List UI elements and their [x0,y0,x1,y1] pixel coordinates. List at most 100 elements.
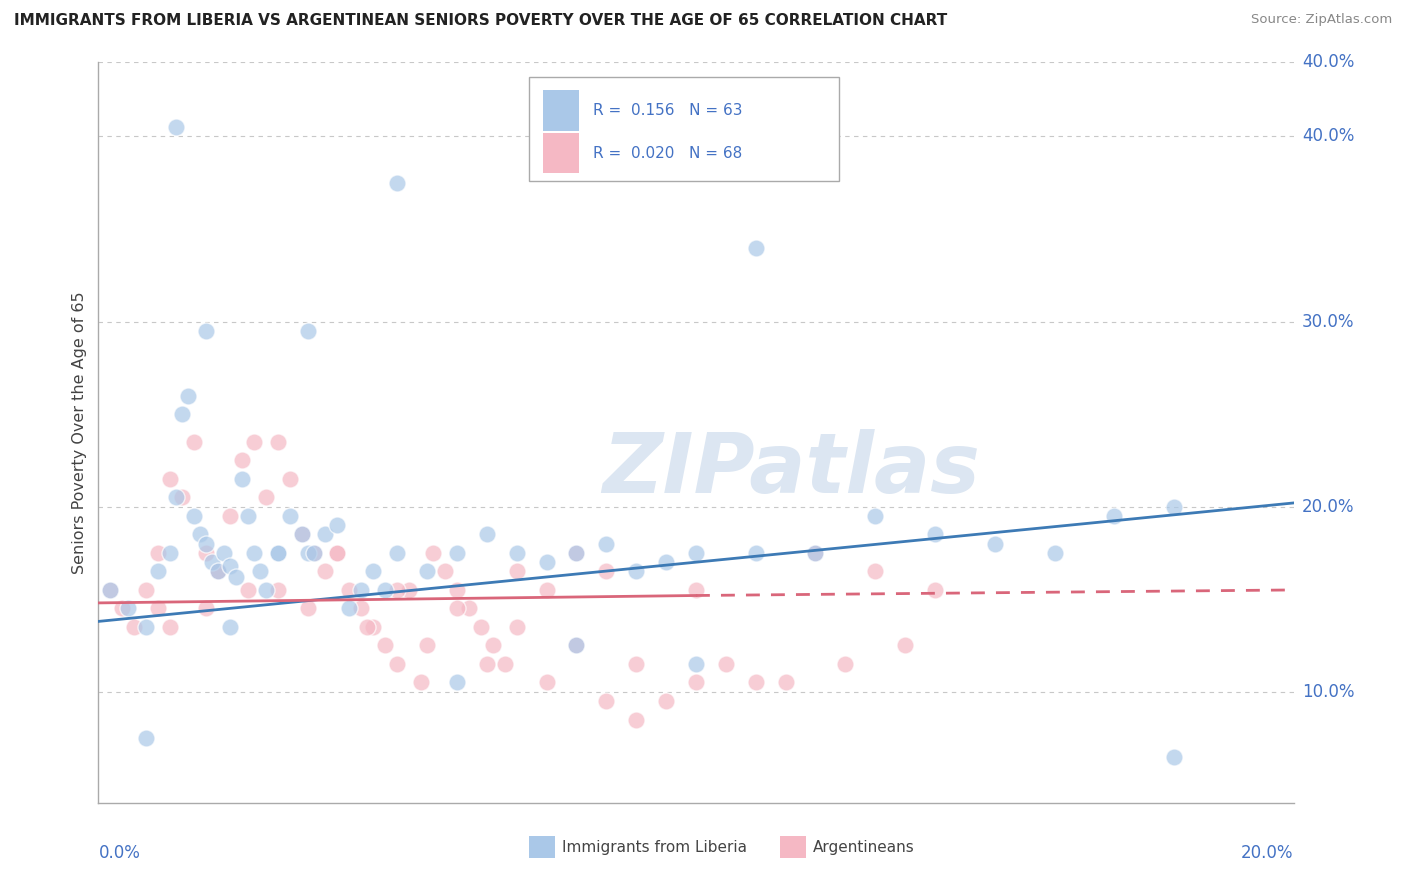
Point [416,565,439,579]
Point [254,582,277,597]
Point [165,491,187,505]
Point [446,675,468,690]
Point [411,675,433,690]
Point [363,620,385,634]
Point [267,546,290,560]
Point [135,582,157,597]
Point [685,546,707,560]
Point [267,434,290,449]
Point [924,582,946,597]
Point [291,527,314,541]
FancyBboxPatch shape [779,836,806,858]
Point [804,546,827,560]
Point [339,582,361,597]
Point [775,675,797,690]
Point [385,657,409,671]
Point [356,620,378,634]
Point [1104,508,1126,523]
Text: R =  0.020   N = 68: R = 0.020 N = 68 [593,145,742,161]
Point [865,565,887,579]
Point [172,491,194,505]
Point [626,565,648,579]
Point [685,582,707,597]
Point [195,546,218,560]
Point [302,546,325,560]
Point [212,546,235,560]
Point [326,546,349,560]
Point [385,582,409,597]
Point [506,565,529,579]
Point [124,620,146,634]
Point [1163,500,1185,514]
Point [374,582,396,597]
Point [350,601,373,615]
Point [626,713,648,727]
Text: IMMIGRANTS FROM LIBERIA VS ARGENTINEAN SENIORS POVERTY OVER THE AGE OF 65 CORREL: IMMIGRANTS FROM LIBERIA VS ARGENTINEAN S… [14,13,948,29]
Point [894,639,917,653]
Point [422,546,444,560]
Point [159,546,181,560]
Point [416,639,439,653]
Point [470,620,492,634]
Point [278,508,301,523]
Point [291,527,314,541]
Point [148,601,170,615]
Point [1163,749,1185,764]
Point [446,601,468,615]
Point [159,472,181,486]
Text: Immigrants from Liberia: Immigrants from Liberia [562,839,747,855]
Point [297,546,319,560]
Point [183,434,205,449]
Point [249,565,271,579]
Point [374,639,396,653]
Point [243,434,266,449]
Point [195,601,218,615]
Point [385,546,409,560]
Point [177,389,200,403]
Point [148,565,170,579]
Point [804,546,827,560]
Point [865,508,887,523]
FancyBboxPatch shape [543,90,579,130]
Point [165,120,187,135]
Point [595,565,617,579]
Point [297,601,319,615]
Point [924,527,946,541]
Point [183,508,205,523]
Point [565,546,588,560]
Point [506,620,529,634]
Point [350,582,373,597]
Point [494,657,516,671]
FancyBboxPatch shape [529,78,839,181]
Point [834,657,856,671]
Point [172,407,194,421]
Point [326,546,349,560]
Point [231,453,253,467]
Point [745,546,768,560]
Point [302,546,325,560]
Point [254,491,277,505]
Point [536,555,558,569]
Point [207,565,229,579]
Point [446,582,468,597]
Point [201,555,224,569]
Text: 40.0%: 40.0% [1302,128,1354,145]
Point [475,657,498,671]
FancyBboxPatch shape [543,133,579,173]
Point [745,240,768,254]
Point [135,620,157,634]
Text: R =  0.156   N = 63: R = 0.156 N = 63 [593,103,742,118]
Point [219,620,242,634]
Point [434,565,457,579]
Point [482,639,505,653]
Point [1043,546,1066,560]
Point [98,582,122,597]
Point [315,565,337,579]
Point [475,527,498,541]
Point [98,582,122,597]
Point [745,675,768,690]
Point [536,582,558,597]
Point [243,546,266,560]
Point [297,324,319,338]
Point [231,472,253,486]
